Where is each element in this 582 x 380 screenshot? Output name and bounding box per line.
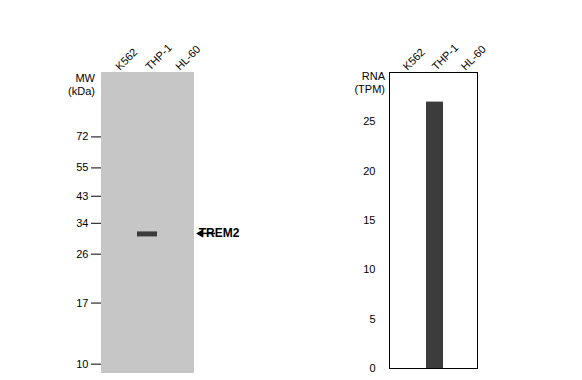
svg-text:RNA(TPM): RNA(TPM) <box>354 70 385 95</box>
svg-text:5: 5 <box>369 313 375 325</box>
svg-text:43: 43 <box>76 190 88 202</box>
svg-text:17: 17 <box>76 297 88 309</box>
svg-text:HL-60: HL-60 <box>173 43 203 73</box>
svg-text:15: 15 <box>363 214 375 226</box>
svg-text:10: 10 <box>76 358 88 370</box>
svg-text:K562: K562 <box>400 46 427 73</box>
svg-text:0: 0 <box>369 362 375 374</box>
svg-text:72: 72 <box>76 130 88 142</box>
svg-text:THP-1: THP-1 <box>143 41 174 72</box>
svg-text:TREM2: TREM2 <box>199 226 240 240</box>
svg-text:34: 34 <box>76 217 88 229</box>
svg-text:10: 10 <box>363 263 375 275</box>
svg-text:HL-60: HL-60 <box>458 43 488 73</box>
svg-text:26: 26 <box>76 248 88 260</box>
svg-text:25: 25 <box>363 115 375 127</box>
svg-text:55: 55 <box>76 161 88 173</box>
svg-text:THP-1: THP-1 <box>429 41 460 72</box>
svg-text:K562: K562 <box>113 46 140 73</box>
svg-text:MW(kDa): MW(kDa) <box>68 72 96 97</box>
svg-text:20: 20 <box>363 165 375 177</box>
